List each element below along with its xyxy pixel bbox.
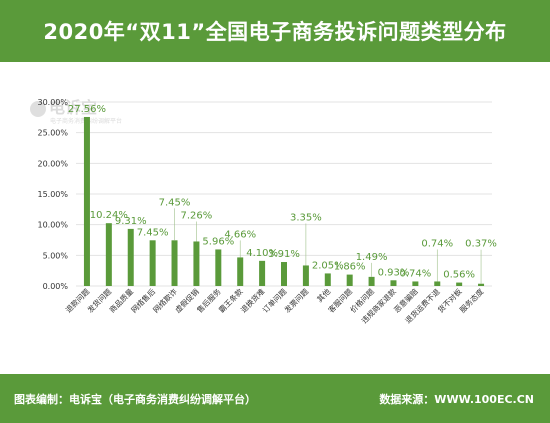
chart-area: 0.00% 5.00% 10.00% 15.00% 20.00% 25.00% 30.00%… [0,62,550,374]
bar [105,223,112,286]
bar-value-label: 1.49% [356,252,388,263]
chart-title-banner: 2020年“双11”全国电子商务投诉问题类型分布 [0,0,550,62]
y-tick-label: 25.00% [37,129,68,138]
y-tick-label: 0.00% [43,282,69,291]
watermark-badge-icon [30,100,46,117]
bar-value-label: 9.31% [115,216,147,227]
y-tick-label: 20.00% [37,159,68,168]
bar [434,281,441,286]
footer-credit: 图表编制：电诉宝（电子商务消费纠纷调解平台） [14,393,256,406]
bars [83,116,485,286]
category-labels: 退款问题发货问题商品质量网络售后网络欺诈虚假促销售后服务霸王条款退换货难订单问题… [63,286,486,325]
bar-value-label: 7.26% [181,210,213,221]
bar [302,265,309,286]
bar [215,249,222,286]
bar-value-label: 1.86% [334,262,366,273]
chart-title: 2020年“双11”全国电子商务投诉问题类型分布 [43,20,507,44]
x-category-label: 其他 [315,286,333,304]
footer-source: 数据来源：WWW.100EC.CN [379,393,534,406]
footer-banner: 图表编制：电诉宝（电子商务消费纠纷调解平台） 数据来源：WWW.100EC.CN [0,374,550,423]
bar [237,257,244,286]
bar [478,283,485,286]
bar-value-label: 7.45% [159,197,191,208]
bar [368,276,375,286]
bar-value-label: 4.10% [246,248,278,259]
bar [346,274,353,286]
y-tick-label: 30.00% [37,98,68,107]
x-category-label: 发票问题 [282,286,311,315]
bar [456,282,463,286]
bar [259,260,266,286]
bar-value-label: 27.56% [68,104,106,115]
bar [324,273,331,286]
value-labels: 27.56%10.24%9.31%7.45%7.45%7.26%5.96%4.6… [68,104,497,284]
y-tick-label: 15.00% [37,190,68,199]
bar [193,241,200,286]
bar-value-label: 4.66% [224,229,256,240]
watermark-text: 电诉宝 [49,98,98,117]
bar-value-label: 0.37% [465,239,497,250]
bar-value-label: 0.93% [378,267,410,278]
bar-value-label: 3.91% [268,249,300,260]
bar [281,262,287,286]
y-tick-label: 5.00% [43,251,69,260]
bar [412,281,419,286]
y-axis: 0.00% 5.00% 10.00% 15.00% 20.00% 25.00% 30.00% [37,98,68,291]
bar [83,116,90,286]
bar-value-label: 0.74% [399,268,431,279]
bar-value-label: 7.45% [137,227,169,238]
bar-value-label: 0.74% [421,238,453,249]
bar [149,240,156,286]
bar-chart: 0.00% 5.00% 10.00% 15.00% 20.00% 25.00% 30.00%… [37,98,497,325]
y-tick-label: 10.00% [37,221,68,230]
bar [127,228,134,286]
bar-value-label: 3.35% [290,212,322,223]
bar-value-label: 5.96% [202,236,234,247]
bar [390,280,397,286]
bar-value-label: 10.24% [90,210,128,221]
bar-value-label: 2.05% [312,260,344,271]
bar [171,240,178,286]
bar-value-label: 0.56% [443,270,475,281]
x-category-label: 服务态度 [457,286,486,315]
